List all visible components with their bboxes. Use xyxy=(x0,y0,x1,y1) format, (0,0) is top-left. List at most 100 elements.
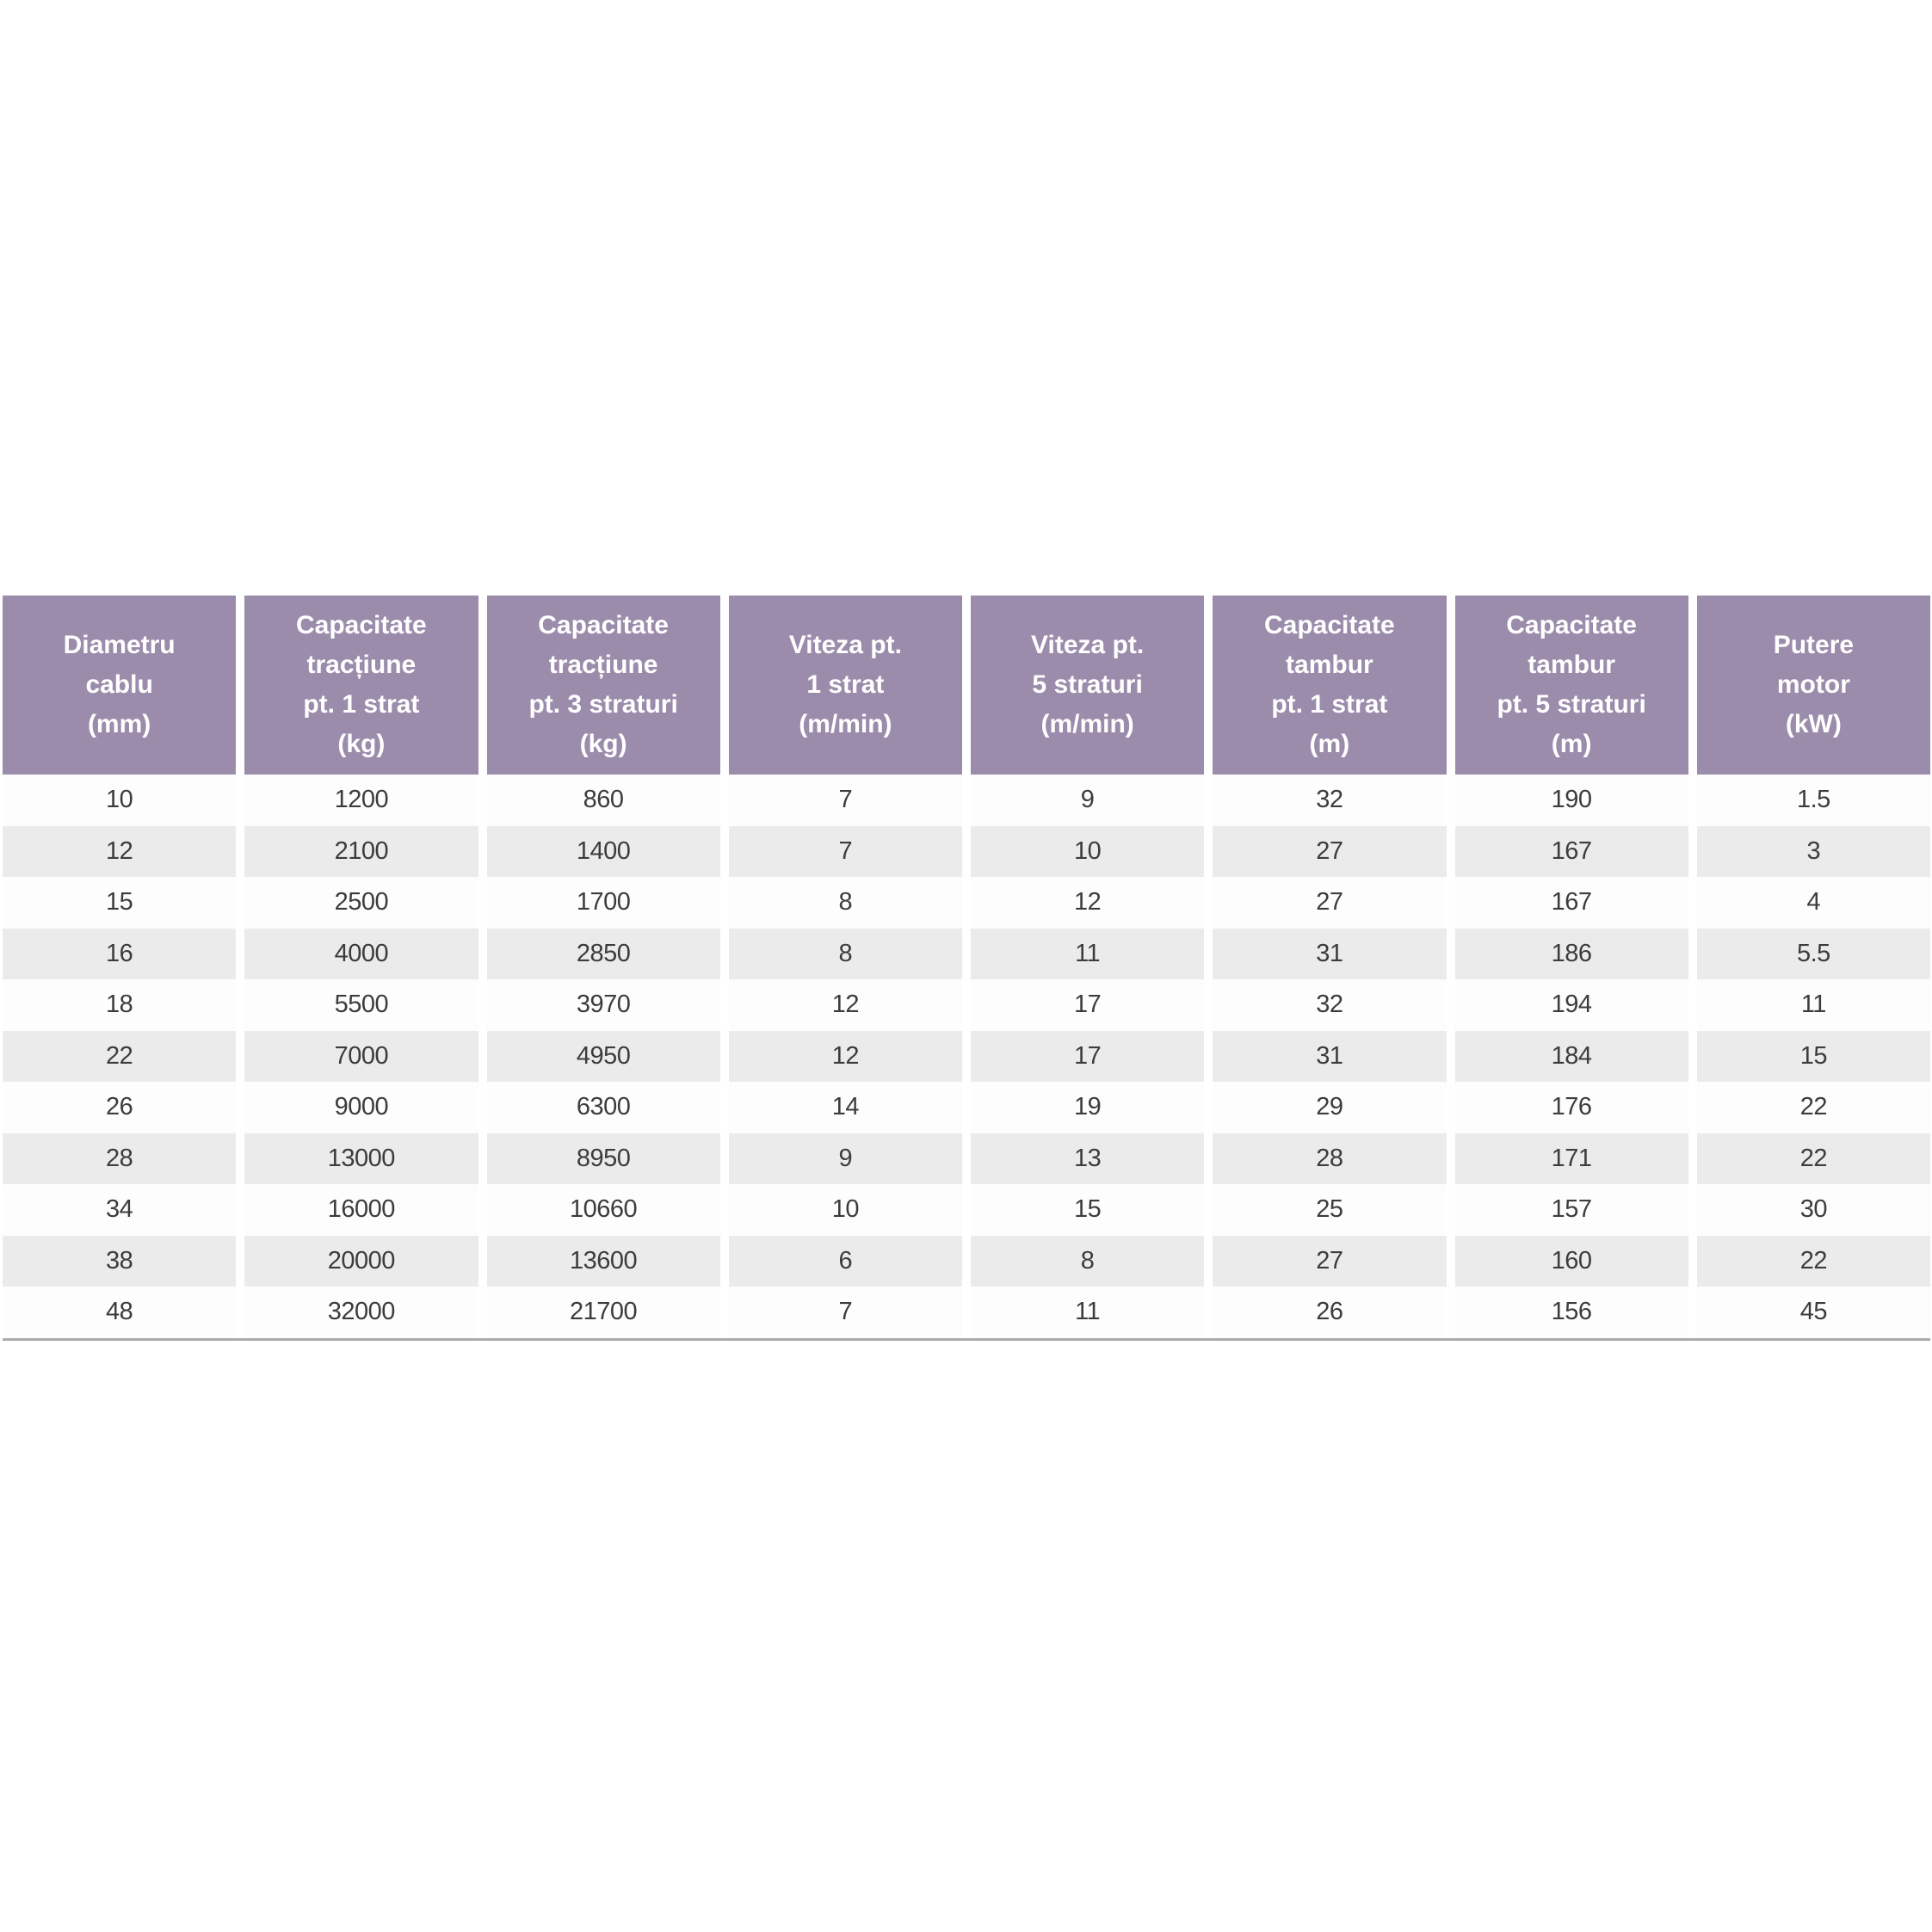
table-cell: 6300 xyxy=(486,1082,720,1133)
table-cell: 9 xyxy=(971,775,1205,826)
table-cell: 34 xyxy=(3,1184,237,1236)
table-cell: 16000 xyxy=(244,1184,478,1236)
table-cell: 12 xyxy=(728,1030,962,1082)
table-cell: 20000 xyxy=(244,1235,478,1287)
table-cell: 28 xyxy=(1213,1133,1447,1184)
table-cell: 27 xyxy=(1213,1235,1447,1287)
table-row: 26 9000 6300 14 19 29 176 22 xyxy=(3,1082,1930,1133)
table-cell: 30 xyxy=(1696,1184,1930,1236)
table-cell: 10 xyxy=(728,1184,962,1236)
table-row: 38 20000 13600 6 8 27 160 22 xyxy=(3,1235,1930,1287)
table-cell: 2500 xyxy=(244,877,478,929)
table-cell: 11 xyxy=(971,1287,1205,1338)
table-cell: 15 xyxy=(1696,1030,1930,1082)
table-cell: 1700 xyxy=(486,877,720,929)
table-cell: 13600 xyxy=(486,1235,720,1287)
table-cell: 4000 xyxy=(244,928,478,979)
table-row: 12 2100 1400 7 10 27 167 3 xyxy=(3,825,1930,877)
table-cell: 19 xyxy=(971,1082,1205,1133)
column-header-viteza-5-straturi: Viteza pt. 5 straturi (m/min) xyxy=(971,596,1205,775)
table-row: 48 32000 21700 7 11 26 156 45 xyxy=(3,1287,1930,1338)
winch-specifications-table: Diametru cablu (mm) Capacitate tracțiune… xyxy=(3,596,1930,1341)
table-row: 34 16000 10660 10 15 25 157 30 xyxy=(3,1184,1930,1236)
table-cell: 10660 xyxy=(486,1184,720,1236)
table-cell: 48 xyxy=(3,1287,237,1338)
table-cell: 22 xyxy=(1696,1133,1930,1184)
table-cell: 9 xyxy=(728,1133,962,1184)
table-cell: 171 xyxy=(1454,1133,1688,1184)
table-cell: 21700 xyxy=(486,1287,720,1338)
table-cell: 15 xyxy=(3,877,237,929)
table-body: 10 1200 860 7 9 32 190 1.5 12 2100 1400 7 10 27 167 3 15… xyxy=(3,775,1930,1338)
table-cell: 16 xyxy=(3,928,237,979)
table-cell: 1400 xyxy=(486,825,720,877)
table-cell: 17 xyxy=(971,1030,1205,1082)
column-header-capacitate-tambur-1-strat: Capacitate tambur pt. 1 strat (m) xyxy=(1213,596,1447,775)
table-cell: 10 xyxy=(971,825,1205,877)
table-cell: 22 xyxy=(3,1030,237,1082)
table-cell: 7 xyxy=(728,775,962,826)
table-cell: 13000 xyxy=(244,1133,478,1184)
table-cell: 28 xyxy=(3,1133,237,1184)
table-cell: 7 xyxy=(728,825,962,877)
table-cell: 4 xyxy=(1696,877,1930,929)
table-header-row: Diametru cablu (mm) Capacitate tracțiune… xyxy=(3,596,1930,775)
table-cell: 2850 xyxy=(486,928,720,979)
table-cell: 186 xyxy=(1454,928,1688,979)
table-cell: 32 xyxy=(1213,775,1447,826)
table-cell: 12 xyxy=(971,877,1205,929)
table-cell: 160 xyxy=(1454,1235,1688,1287)
table-cell: 31 xyxy=(1213,928,1447,979)
table-cell: 3 xyxy=(1696,825,1930,877)
table-cell: 8950 xyxy=(486,1133,720,1184)
table-cell: 18 xyxy=(3,979,237,1031)
table-row: 28 13000 8950 9 13 28 171 22 xyxy=(3,1133,1930,1184)
table-cell: 22 xyxy=(1696,1235,1930,1287)
column-header-capacitate-tambur-5-straturi: Capacitate tambur pt. 5 straturi (m) xyxy=(1454,596,1688,775)
table-cell: 22 xyxy=(1696,1082,1930,1133)
table-row: 15 2500 1700 8 12 27 167 4 xyxy=(3,877,1930,929)
table-row: 16 4000 2850 8 11 31 186 5.5 xyxy=(3,928,1930,979)
table-cell: 1.5 xyxy=(1696,775,1930,826)
table-cell: 8 xyxy=(728,877,962,929)
table-cell: 167 xyxy=(1454,825,1688,877)
table-cell: 14 xyxy=(728,1082,962,1133)
table-cell: 176 xyxy=(1454,1082,1688,1133)
table-row: 22 7000 4950 12 17 31 184 15 xyxy=(3,1030,1930,1082)
table-cell: 26 xyxy=(3,1082,237,1133)
table-cell: 15 xyxy=(971,1184,1205,1236)
table-cell: 167 xyxy=(1454,877,1688,929)
table-cell: 860 xyxy=(486,775,720,826)
table-cell: 8 xyxy=(971,1235,1205,1287)
table-cell: 184 xyxy=(1454,1030,1688,1082)
table-cell: 32 xyxy=(1213,979,1447,1031)
table-cell: 13 xyxy=(971,1133,1205,1184)
table-cell: 7000 xyxy=(244,1030,478,1082)
table-cell: 27 xyxy=(1213,877,1447,929)
table-cell: 17 xyxy=(971,979,1205,1031)
table-cell: 45 xyxy=(1696,1287,1930,1338)
table-cell: 2100 xyxy=(244,825,478,877)
table-cell: 4950 xyxy=(486,1030,720,1082)
table-cell: 194 xyxy=(1454,979,1688,1031)
table-cell: 32000 xyxy=(244,1287,478,1338)
column-header-capacitate-tractiune-1-strat: Capacitate tracțiune pt. 1 strat (kg) xyxy=(244,596,478,775)
column-header-diametru-cablu: Diametru cablu (mm) xyxy=(3,596,237,775)
table-cell: 157 xyxy=(1454,1184,1688,1236)
table-cell: 5500 xyxy=(244,979,478,1031)
table-cell: 190 xyxy=(1454,775,1688,826)
table-cell: 12 xyxy=(728,979,962,1031)
column-header-putere-motor: Putere motor (kW) xyxy=(1696,596,1930,775)
column-header-viteza-1-strat: Viteza pt. 1 strat (m/min) xyxy=(728,596,962,775)
table-row: 10 1200 860 7 9 32 190 1.5 xyxy=(3,775,1930,826)
table-cell: 3970 xyxy=(486,979,720,1031)
table-cell: 11 xyxy=(971,928,1205,979)
table-cell: 31 xyxy=(1213,1030,1447,1082)
table-cell: 25 xyxy=(1213,1184,1447,1236)
table-cell: 1200 xyxy=(244,775,478,826)
table-cell: 5.5 xyxy=(1696,928,1930,979)
table-cell: 38 xyxy=(3,1235,237,1287)
table-cell: 10 xyxy=(3,775,237,826)
table-cell: 26 xyxy=(1213,1287,1447,1338)
